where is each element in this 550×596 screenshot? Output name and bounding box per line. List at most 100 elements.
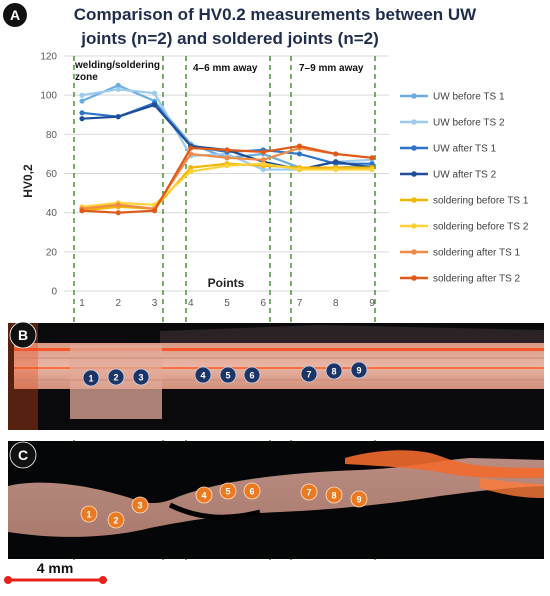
chart-title-line-2: joints (n=2) and soldered joints (n=2) bbox=[80, 29, 379, 48]
uw-measurement-point: 9 bbox=[350, 361, 368, 379]
x-tick-label: 3 bbox=[152, 298, 158, 309]
uw-measurement-point: 5 bbox=[219, 366, 237, 384]
solder-point-label: 2 bbox=[113, 516, 118, 526]
uw-point-marker bbox=[107, 368, 125, 386]
series-point bbox=[115, 86, 121, 92]
solder-point-marker bbox=[195, 486, 213, 504]
series-point bbox=[333, 159, 339, 165]
y-tick-label: 40 bbox=[46, 208, 58, 219]
legend-marker bbox=[411, 275, 417, 281]
series-point bbox=[79, 98, 85, 104]
uw-measurement-point: 4 bbox=[194, 366, 212, 384]
micrograph-soldered-joint bbox=[8, 458, 544, 537]
series-7 bbox=[79, 145, 375, 212]
uw-measurement-point: 6 bbox=[243, 366, 261, 384]
solder-measurement-point: 8 bbox=[325, 486, 343, 504]
series-point bbox=[188, 151, 194, 157]
plot-area: 0 20 40 60 80 100 120 1 2 3 4 5 6 7 8 9 bbox=[40, 52, 389, 560]
chart-title-line-1: Comparison of HV0.2 measurements between… bbox=[74, 5, 477, 24]
legend-marker bbox=[411, 249, 417, 255]
solder-measurement-point: 7 bbox=[300, 483, 318, 501]
legend-label: soldering before TS 1 bbox=[433, 196, 529, 207]
uw-point-marker bbox=[325, 362, 343, 380]
solder-point-marker bbox=[350, 490, 368, 508]
series-point bbox=[115, 202, 121, 208]
legend-marker bbox=[411, 197, 417, 203]
legend-item: soldering after TS 1 bbox=[400, 248, 521, 259]
legend-label: soldering after TS 1 bbox=[433, 248, 521, 259]
legend-marker bbox=[411, 223, 417, 229]
zone-label-1-line-2: zone bbox=[75, 72, 98, 83]
series-point bbox=[115, 210, 121, 216]
solder-point-marker bbox=[131, 496, 149, 514]
uw-measurement-point: 7 bbox=[300, 365, 318, 383]
series-point bbox=[151, 90, 158, 96]
micrograph-uw-points: 1 2 3 4 5 6 7 8 9 bbox=[82, 361, 368, 387]
legend-item: UW before TS 2 bbox=[400, 118, 505, 129]
legend-item: UW after TS 2 bbox=[400, 170, 497, 181]
solder-measurement-point: 2 bbox=[107, 511, 125, 529]
uw-point-marker bbox=[243, 366, 261, 384]
zone-label-3: 7–9 mm away bbox=[299, 63, 364, 74]
scale-bar-end-left bbox=[4, 576, 12, 584]
series-point bbox=[188, 168, 194, 175]
solder-measurement-point: 4 bbox=[195, 486, 213, 504]
uw-point-label: 2 bbox=[113, 373, 118, 383]
panel-a-badge: A bbox=[3, 3, 27, 27]
series-point bbox=[79, 208, 85, 214]
x-tick-label: 2 bbox=[115, 298, 121, 309]
series-point bbox=[224, 163, 230, 169]
micrograph-soldered-points: 1 2 3 4 5 6 7 8 9 bbox=[80, 482, 368, 529]
series-point bbox=[115, 114, 121, 120]
uw-point-marker bbox=[82, 369, 100, 387]
legend-marker bbox=[411, 93, 417, 99]
micrograph-soldered-edge-glow bbox=[480, 478, 544, 498]
micrograph-uw: 1 2 3 4 5 6 7 8 9 B bbox=[8, 321, 544, 430]
solder-measurement-point: 6 bbox=[243, 482, 261, 500]
uw-point-label: 3 bbox=[138, 373, 143, 383]
solder-point-label: 1 bbox=[86, 510, 91, 520]
solder-measurement-point: 1 bbox=[80, 505, 98, 523]
solder-point-label: 8 bbox=[331, 491, 336, 501]
y-tick-label: 80 bbox=[46, 130, 58, 141]
series-point bbox=[188, 145, 194, 151]
y-tick-label: 0 bbox=[51, 287, 57, 298]
solder-point-marker bbox=[107, 511, 125, 529]
uw-point-label: 4 bbox=[200, 371, 205, 381]
series-point bbox=[296, 166, 303, 173]
legend-marker bbox=[411, 145, 417, 151]
legend-item: UW after TS 1 bbox=[400, 144, 497, 155]
legend-label: UW after TS 2 bbox=[433, 170, 497, 181]
legend-marker bbox=[411, 171, 417, 177]
uw-point-label: 9 bbox=[356, 366, 361, 376]
panel-b-label: B bbox=[18, 327, 28, 343]
series-point bbox=[296, 151, 303, 157]
micrograph-uw-interface-upper bbox=[14, 348, 544, 351]
series-point bbox=[369, 155, 375, 161]
x-axis-label: Points bbox=[208, 276, 245, 290]
scale-bar: 4 mm bbox=[4, 560, 107, 584]
y-tick-label: 100 bbox=[40, 91, 57, 102]
series-point bbox=[369, 166, 375, 173]
series-point bbox=[79, 110, 85, 116]
uw-measurement-point: 8 bbox=[325, 362, 343, 380]
micrograph-uw-interface-lower bbox=[14, 367, 544, 369]
uw-point-label: 5 bbox=[225, 371, 230, 381]
x-tick-label: 6 bbox=[260, 298, 266, 309]
series-8 bbox=[79, 143, 375, 216]
legend-item: soldering before TS 2 bbox=[400, 222, 529, 233]
micrograph-uw-upper-layer bbox=[160, 325, 544, 347]
panel-a-badge-circle bbox=[3, 3, 27, 27]
series-point bbox=[260, 166, 266, 173]
solder-point-marker bbox=[243, 482, 261, 500]
uw-point-label: 6 bbox=[249, 371, 254, 381]
y-tick-label: 120 bbox=[40, 52, 57, 63]
solder-measurement-point: 3 bbox=[131, 496, 149, 514]
panel-b-badge bbox=[9, 321, 37, 349]
solder-point-label: 4 bbox=[201, 491, 206, 501]
y-tick-label: 20 bbox=[46, 247, 58, 258]
solder-point-marker bbox=[325, 486, 343, 504]
solder-point-label: 3 bbox=[137, 501, 142, 511]
series-point bbox=[369, 161, 375, 167]
